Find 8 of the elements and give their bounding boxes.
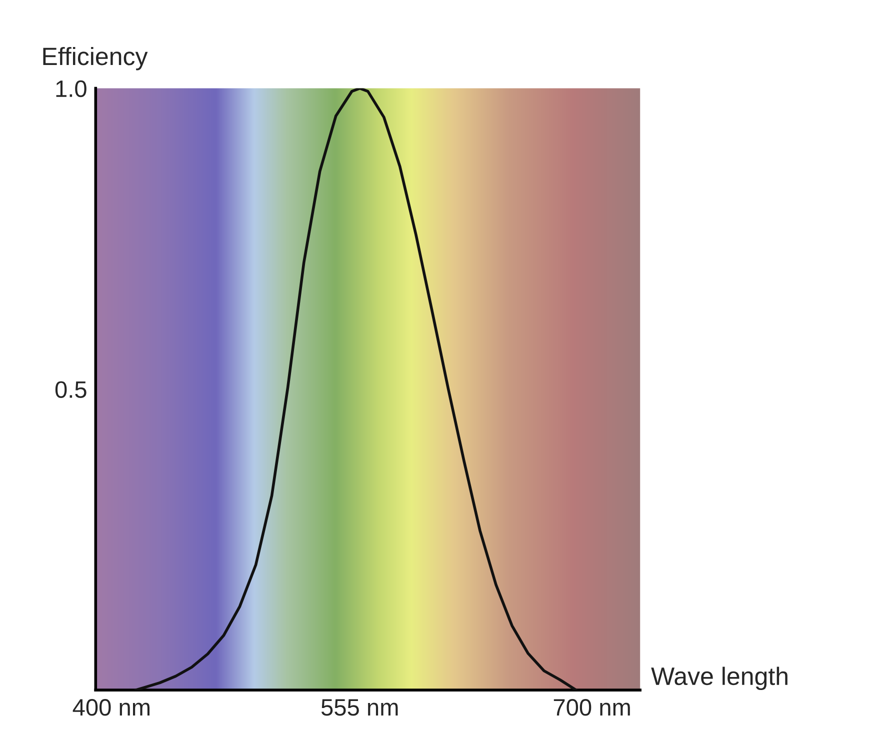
y-tick-label: 0.5 xyxy=(55,381,86,398)
line-series xyxy=(134,88,578,690)
y-axis-title: Efficiency xyxy=(43,46,148,70)
y-tick-label: 1.0 xyxy=(56,80,86,98)
x-tick-label: 400 nm xyxy=(72,699,150,716)
x-tick-label: 700 nm xyxy=(554,699,630,716)
x-axis-title: Wave length xyxy=(651,666,788,690)
x-tick-label: 555 nm xyxy=(321,699,398,716)
